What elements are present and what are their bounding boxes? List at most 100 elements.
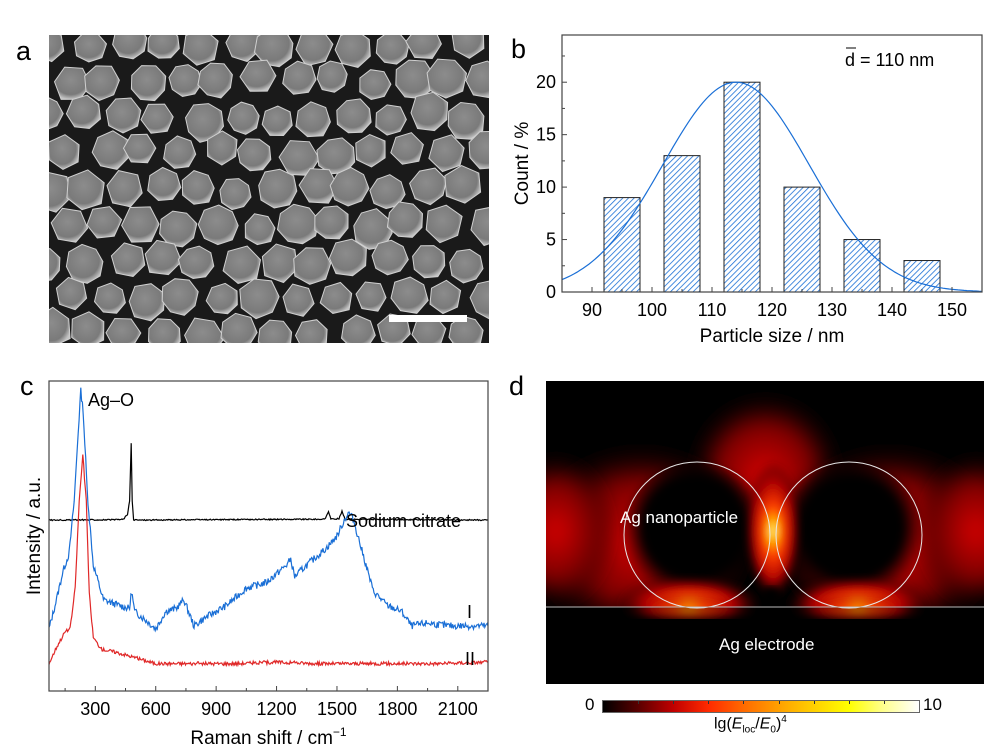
x-tick-label: 130 (817, 300, 847, 320)
nanoparticle (465, 60, 489, 99)
colorbar-title: lg(Eloc/E0)4 (714, 714, 787, 736)
nanoparticle (409, 167, 448, 206)
nanoparticle (244, 213, 276, 246)
nanoparticle (181, 170, 215, 205)
nanoparticle (144, 239, 183, 276)
ag-o-peak-label: Ag–O (88, 390, 134, 410)
histogram-bar (663, 155, 701, 293)
nanoparticle (375, 104, 407, 136)
nanoparticle (197, 204, 239, 246)
y-tick-label: 15 (536, 125, 556, 145)
nanoparticle (405, 35, 442, 60)
x-axis-label: Raman shift / cm−1 (190, 725, 347, 749)
histogram-bar (723, 81, 761, 293)
nanoparticle (55, 276, 88, 311)
nanoparticle (295, 101, 331, 138)
x-tick-label: 2100 (438, 699, 478, 719)
nanoparticle (355, 133, 386, 168)
sem-image (49, 35, 489, 343)
y-axis-label: Intensity / a.u. (24, 477, 45, 595)
mean-size-annotation: d = 110 nm (845, 50, 934, 70)
nanoparticle (168, 64, 203, 98)
series-II-label: II (465, 649, 475, 669)
nanoparticle (257, 319, 293, 343)
nanoparticle (163, 135, 197, 169)
electrode-label: Ag electrode (719, 635, 815, 654)
nanoparticle (147, 166, 182, 202)
nanoparticle (227, 101, 260, 135)
nanoparticle (239, 278, 280, 320)
colorbar-tick (813, 701, 815, 704)
colorbar-max-label: 10 (923, 695, 942, 714)
nanoparticle (49, 172, 72, 213)
x-tick-label: 300 (80, 699, 110, 719)
nanoparticle (428, 134, 465, 173)
cb-power: 4 (781, 714, 787, 725)
nanoparticle (359, 69, 392, 101)
nanoparticle (426, 58, 468, 99)
x-tick-label: 120 (757, 300, 787, 320)
nanoparticle (121, 206, 160, 243)
y-tick-label: 0 (546, 282, 556, 302)
nanoparticle (49, 248, 61, 281)
nanoparticle (412, 245, 446, 279)
nanoparticle (86, 206, 123, 239)
nanoparticle (177, 245, 215, 280)
gap-hotspot (745, 461, 801, 601)
nanoparticle (197, 62, 233, 99)
nanoparticle (282, 60, 317, 95)
nanoparticle (112, 35, 148, 60)
panel-label-b: b (511, 34, 527, 64)
nanoparticle (65, 94, 102, 130)
nanoparticle (449, 248, 484, 284)
nanoparticle (205, 282, 238, 315)
nanoparticle (319, 281, 353, 315)
nanoparticle (425, 204, 463, 244)
colorbar-tick (883, 701, 885, 704)
nanoparticle (329, 166, 370, 207)
nanoparticle (161, 278, 199, 316)
scale-bar (389, 315, 467, 322)
colorbar-tick (848, 701, 850, 704)
x-tick-label: 600 (141, 699, 171, 719)
cb-prefix: lg( (714, 715, 732, 733)
nanoparticle (390, 276, 429, 314)
x-tick-label: 1200 (257, 699, 297, 719)
nanoparticle (219, 178, 252, 211)
y-tick-label: 20 (536, 72, 556, 92)
colorbar (602, 700, 920, 713)
x-tick-label: 140 (877, 300, 907, 320)
x-tick-label: 150 (937, 300, 967, 320)
x-tick-label: 90 (582, 300, 602, 320)
histogram-chart: 90 100 110 120 130 140 150 0 5 10 15 20 Particle siz… (512, 34, 983, 347)
y-tick-label: 10 (536, 177, 556, 197)
cb-e-0: E (759, 715, 771, 733)
glow-right-edge (916, 451, 984, 611)
nanoparticle (293, 247, 332, 285)
nanoparticle (261, 243, 298, 284)
nanoparticle (66, 169, 105, 211)
nanoparticle (71, 311, 105, 343)
nanoparticle (334, 35, 371, 68)
nanoparticle (410, 91, 449, 132)
colorbar-tick (673, 701, 675, 704)
nanoparticle (84, 65, 120, 102)
nanoparticle (130, 65, 167, 102)
colorbar-min-label: 0 (585, 695, 595, 714)
nanoparticle (447, 101, 485, 140)
y-axis-label: Count / % (512, 122, 533, 206)
x-tick-label: 1500 (317, 699, 357, 719)
nanoparticle (429, 279, 462, 315)
nanoparticle (147, 318, 181, 343)
cb-close: ) (775, 715, 782, 733)
x-axis-label: Particle size / nm (700, 326, 845, 347)
nanoparticle (73, 35, 108, 63)
nanoparticle (184, 317, 226, 343)
nanoparticle (468, 130, 489, 170)
histogram-bar (783, 186, 821, 293)
nanoparticle (261, 105, 293, 137)
spectrum-line-i (48, 387, 489, 633)
gaussian-fit-line (561, 81, 983, 292)
x-tick-label: 1800 (377, 699, 417, 719)
nanoparticle (371, 239, 409, 276)
